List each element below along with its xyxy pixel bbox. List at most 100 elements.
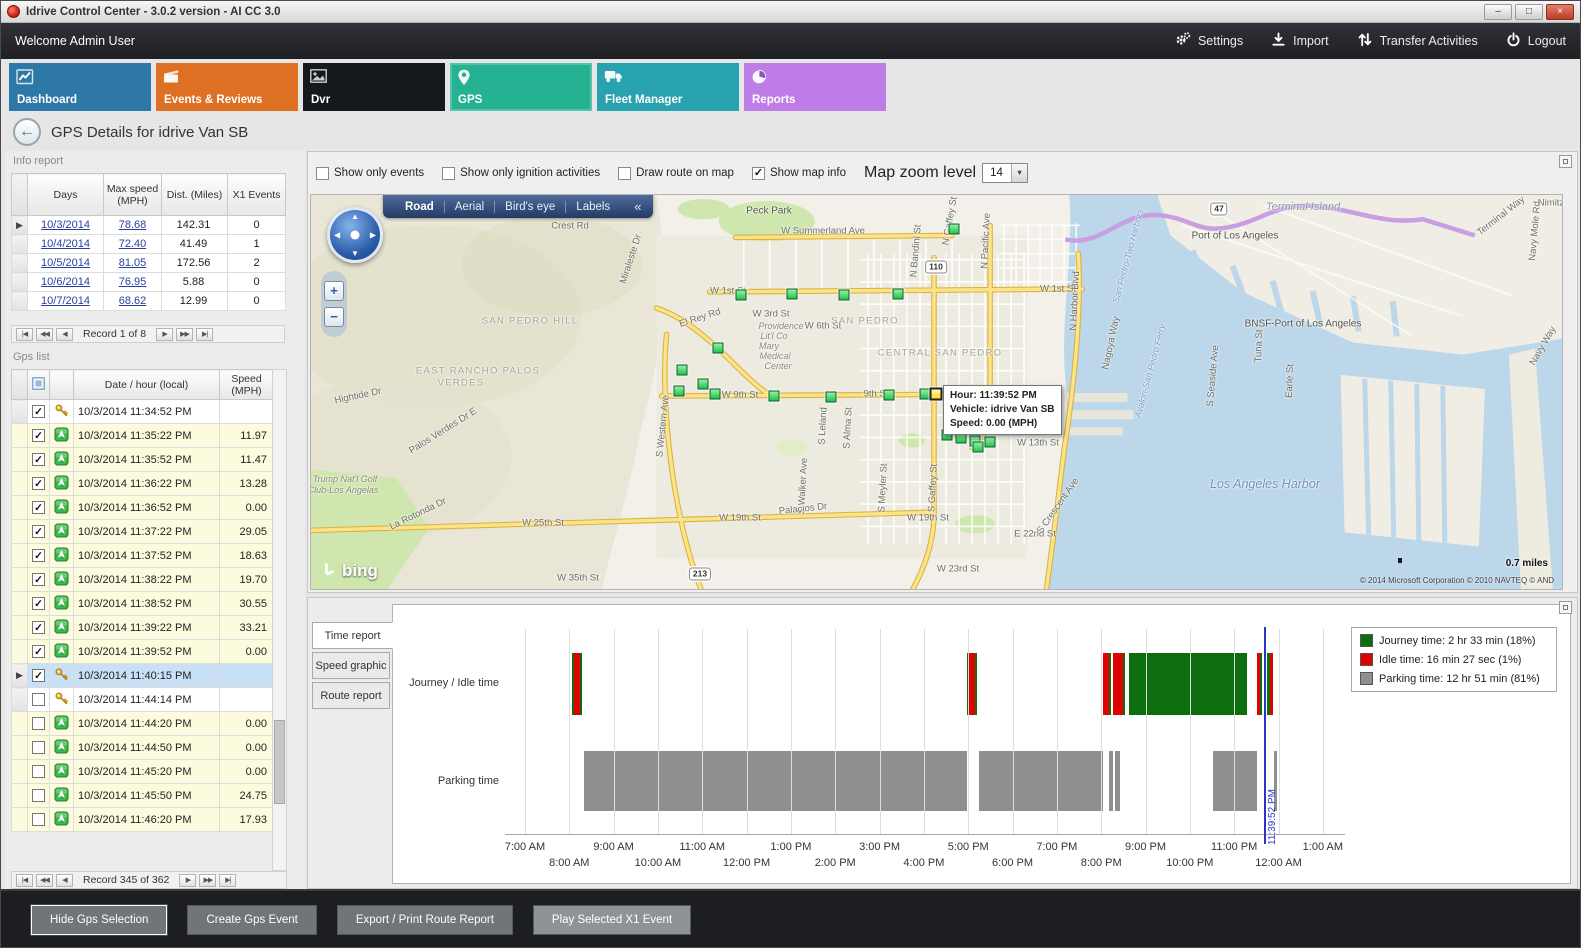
day-link[interactable]: 10/7/2014: [27, 291, 104, 311]
nav-first-button[interactable]: |◀: [16, 873, 33, 887]
checkbox-show-only-events[interactable]: Show only events: [316, 166, 424, 180]
back-button[interactable]: ←: [13, 118, 41, 146]
maximize-button[interactable]: □: [1515, 3, 1543, 20]
select-all-header[interactable]: [27, 369, 50, 400]
max-speed-link[interactable]: 81.05: [103, 253, 162, 273]
gps-row-checkbox[interactable]: ✓: [32, 597, 45, 610]
route-report-tab[interactable]: Route report: [312, 682, 390, 709]
gps-list-scrollbar[interactable]: [272, 369, 287, 871]
gps-marker[interactable]: [709, 388, 721, 400]
day-link[interactable]: 10/4/2014: [27, 234, 104, 254]
play-selected-x1-event-button[interactable]: Play Selected X1 Event: [532, 905, 692, 935]
gps-marker[interactable]: [768, 390, 780, 402]
map-view-road[interactable]: Road: [395, 200, 445, 213]
gps-row-checkbox[interactable]: ✓: [32, 573, 45, 586]
column-header-dist-miles[interactable]: Dist. (Miles): [161, 173, 228, 216]
collapse-chart-panel-button[interactable]: [1559, 601, 1572, 614]
map-canvas[interactable]: Crest Rd Peck Park W Summerland Ave Mirales…: [310, 194, 1563, 590]
gps-marker[interactable]: [984, 436, 996, 448]
gps-row-checkbox[interactable]: [32, 765, 45, 778]
max-speed-link[interactable]: 76.95: [103, 272, 162, 292]
tab-fleet[interactable]: Fleet Manager: [597, 63, 739, 111]
nav-next-page-button[interactable]: ▶▶: [176, 327, 194, 341]
map-view-aerial[interactable]: Aerial: [445, 200, 496, 213]
collapse-toolbar-button[interactable]: «: [634, 199, 642, 214]
info-row[interactable]: 10/4/2014 72.40 41.49 1: [11, 234, 286, 254]
map-compass-control[interactable]: ▲ ◀ ▶ ▼: [327, 207, 383, 263]
gps-marker[interactable]: [735, 289, 747, 301]
close-button[interactable]: ×: [1546, 3, 1574, 20]
gps-row[interactable]: ✓ 10/3/2014 11:35:52 PM 11.47: [11, 447, 274, 472]
gps-row[interactable]: ✓ 10/3/2014 11:38:22 PM 19.70: [11, 567, 274, 592]
speed-graphic-tab[interactable]: Speed graphic: [312, 652, 390, 679]
tab-dashboard[interactable]: Dashboard: [9, 63, 151, 111]
tab-gps[interactable]: GPS: [450, 63, 592, 111]
gps-row-checkbox[interactable]: [32, 789, 45, 802]
gps-row[interactable]: ✓ 10/3/2014 11:34:52 PM: [11, 399, 274, 424]
gps-row[interactable]: ✓ 10/3/2014 11:36:22 PM 13.28: [11, 471, 274, 496]
column-header-max-speed-mph[interactable]: Max speed (MPH): [103, 173, 162, 216]
map-zoom-level-select[interactable]: 14 ▼: [982, 163, 1029, 183]
selected-gps-marker[interactable]: [929, 387, 943, 401]
gps-marker[interactable]: [838, 289, 850, 301]
time-report-tab[interactable]: Time report: [312, 622, 393, 649]
tab-dvr[interactable]: Dvr: [303, 63, 445, 111]
gps-marker[interactable]: [676, 364, 688, 376]
gps-marker[interactable]: [712, 342, 724, 354]
gps-row-checkbox[interactable]: ✓: [32, 645, 45, 658]
gps-row-checkbox[interactable]: ✓: [32, 621, 45, 634]
column-header-days[interactable]: Days: [27, 173, 104, 216]
max-speed-link[interactable]: 78.68: [103, 215, 162, 235]
tab-events[interactable]: Events & Reviews: [156, 63, 298, 111]
gps-marker[interactable]: [673, 385, 685, 397]
export-print-route-report-button[interactable]: Export / Print Route Report: [336, 905, 513, 935]
column-header-x1-events[interactable]: X1 Events: [227, 173, 286, 216]
gps-row[interactable]: ✓ 10/3/2014 11:37:52 PM 18.63: [11, 543, 274, 568]
max-speed-link[interactable]: 72.40: [103, 234, 162, 254]
gps-row-checkbox[interactable]: ✓: [32, 405, 45, 418]
info-row[interactable]: 10/6/2014 76.95 5.88 0: [11, 272, 286, 292]
gps-row[interactable]: ✓ 10/3/2014 11:37:22 PM 29.05: [11, 519, 274, 544]
gps-marker[interactable]: [825, 391, 837, 403]
logout-menu-item[interactable]: Logout: [1506, 32, 1566, 50]
zoom-in-button[interactable]: +: [324, 281, 344, 301]
nav-last-button[interactable]: ▶|: [196, 327, 214, 341]
create-gps-event-button[interactable]: Create Gps Event: [187, 905, 317, 935]
gps-marker[interactable]: [697, 378, 709, 390]
gps-row-checkbox[interactable]: [32, 813, 45, 826]
column-header-date-hour-local[interactable]: Date / hour (local): [73, 369, 220, 400]
gps-row-checkbox[interactable]: ✓: [32, 429, 45, 442]
tab-reports[interactable]: Reports: [744, 63, 886, 111]
gps-row[interactable]: ▶ ✓ 10/3/2014 11:40:15 PM: [11, 663, 274, 688]
gps-row[interactable]: 10/3/2014 11:44:14 PM: [11, 687, 274, 712]
nav-prev-page-button[interactable]: ◀◀: [36, 873, 53, 887]
gps-marker[interactable]: [892, 288, 904, 300]
nav-prev-page-button[interactable]: ◀◀: [36, 327, 53, 341]
gps-row-checkbox[interactable]: [32, 741, 45, 754]
gps-row[interactable]: 10/3/2014 11:46:20 PM 17.93: [11, 807, 274, 832]
column-header-speed-mph[interactable]: Speed (MPH): [219, 369, 274, 400]
gps-row-checkbox[interactable]: ✓: [32, 477, 45, 490]
checkbox-show-map-info[interactable]: ✓ Show map info: [751, 166, 846, 180]
day-link[interactable]: 10/3/2014: [27, 215, 104, 235]
checkbox-show-only-ignition-activities[interactable]: Show only ignition activities: [442, 166, 600, 180]
nav-next-page-button[interactable]: ▶▶: [199, 873, 217, 887]
nav-prev-button[interactable]: ◀: [56, 327, 73, 341]
max-speed-link[interactable]: 68.62: [103, 291, 162, 311]
gps-row-checkbox[interactable]: ✓: [32, 525, 45, 538]
gps-row[interactable]: ✓ 10/3/2014 11:39:52 PM 0.00: [11, 639, 274, 664]
transfer-menu-item[interactable]: Transfer Activities: [1357, 32, 1478, 50]
gps-row[interactable]: ✓ 10/3/2014 11:38:52 PM 30.55: [11, 591, 274, 616]
gps-marker[interactable]: [883, 389, 895, 401]
gps-row-checkbox[interactable]: ✓: [32, 549, 45, 562]
scrollbar-thumb[interactable]: [274, 720, 285, 804]
gps-row[interactable]: ✓ 10/3/2014 11:35:22 PM 11.97: [11, 423, 274, 448]
collapse-map-panel-button[interactable]: [1559, 155, 1572, 168]
day-link[interactable]: 10/6/2014: [27, 272, 104, 292]
gps-marker[interactable]: [786, 288, 798, 300]
gps-marker[interactable]: [948, 223, 960, 235]
info-row[interactable]: 10/5/2014 81.05 172.56 2: [11, 253, 286, 273]
nav-prev-button[interactable]: ◀: [56, 873, 73, 887]
day-link[interactable]: 10/5/2014: [27, 253, 104, 273]
nav-next-button[interactable]: ▶: [156, 327, 174, 341]
